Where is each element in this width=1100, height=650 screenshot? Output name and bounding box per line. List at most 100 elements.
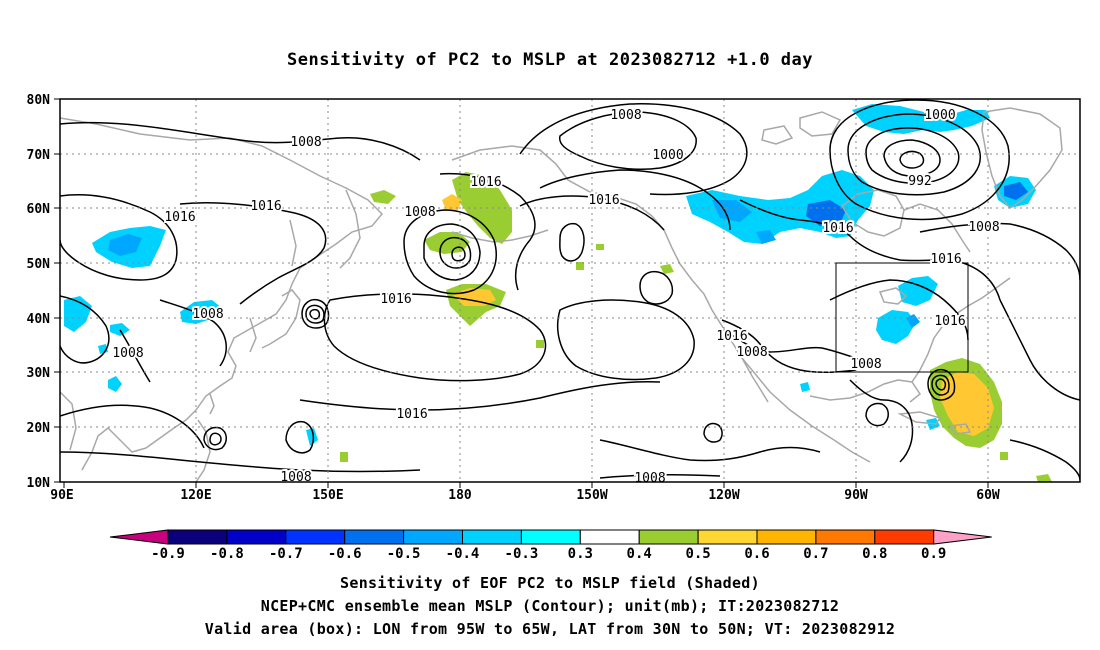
- neg-shade-scs: [108, 376, 122, 392]
- lat-label-30n: 30N: [27, 366, 51, 381]
- colorbar-swatch: [167, 529, 228, 545]
- coast-florida: [911, 337, 935, 383]
- colorbar-tick-label: 0.4: [627, 546, 652, 562]
- lon-label-90w: 90W: [844, 488, 868, 503]
- graticule: [60, 99, 1080, 482]
- isobar-1008-mexico: [723, 329, 881, 367]
- isobar-bering-low-mid: [423, 223, 481, 281]
- isobar-labels: 1008 1016 1016 1008 1016 1008 1000 1016 …: [110, 106, 1001, 488]
- pos-shade-misc4: [536, 340, 544, 348]
- colorbar-tick-label: -0.8: [210, 546, 244, 562]
- isobar-label: 1008: [192, 307, 223, 322]
- isobar-label: 1016: [934, 314, 965, 329]
- colorbar-tick-label: -0.6: [328, 546, 362, 562]
- isobar-label: 1008: [634, 471, 665, 486]
- isobar-label: 1016: [470, 175, 501, 190]
- isobar-wpac-1008: [60, 451, 421, 473]
- isobar-low-992-inner: [883, 139, 941, 177]
- coast-arctic-isles: [799, 111, 842, 137]
- colorbar-tick-label: 0.6: [744, 546, 769, 562]
- neg-shade-wpac: [306, 428, 318, 446]
- lat-label-20n: 20N: [27, 421, 51, 436]
- neg-shade-canada-core3: [756, 230, 776, 244]
- coast-china: [145, 409, 197, 449]
- isobar-bering-low-inner: [439, 236, 472, 269]
- neg-shade-canada-core2: [806, 200, 846, 226]
- neg-shade-greenland-core: [1004, 182, 1028, 200]
- colorbar-swatch: [462, 529, 522, 545]
- lat-label-50n: 50N: [27, 257, 51, 272]
- colorbar-tick-label: 0.9: [921, 546, 946, 562]
- neg-shade-china3: [110, 323, 130, 336]
- coast-east: [933, 277, 1011, 339]
- coast-india: [60, 391, 77, 451]
- colorbar-swatch: [285, 529, 346, 545]
- isobar-npac-1016-west: [323, 293, 547, 382]
- pos-shade-misc5: [340, 452, 348, 462]
- lon-label-60w: 60W: [976, 488, 1000, 503]
- lat-label-80n: 80N: [27, 93, 51, 108]
- isobar-asia-1008: [60, 295, 110, 364]
- isobar-label: 1016: [250, 199, 281, 214]
- neg-shade-canada: [686, 170, 874, 244]
- coast-kamchatka: [339, 189, 361, 269]
- isobar-low-outer2: [829, 99, 1010, 221]
- lon-label-120w: 120W: [708, 488, 739, 503]
- isobar-npac-1016-south: [299, 380, 661, 411]
- colorbar-tick-label: -0.9: [151, 546, 185, 562]
- isobar-siberia-1016: [60, 194, 178, 281]
- isobar-bering-low-core: [451, 246, 466, 262]
- isobar-siberia-1008: [179, 201, 327, 305]
- isobar-npac-ridge: [519, 195, 665, 231]
- map-title: Sensitivity of PC2 to MSLP at 2023082712…: [286, 50, 813, 70]
- sensitivity-shading: [64, 104, 1052, 482]
- neg-shade-canada-core1: [712, 200, 752, 222]
- coast-baja: [741, 357, 769, 403]
- neg-shade-greatlakes: [898, 276, 938, 306]
- coast-greatlakes: [878, 287, 908, 305]
- isobar-arctic-1000: [558, 111, 697, 170]
- coast-arctic-isles2: [761, 125, 794, 145]
- isobar-label: 1016: [164, 210, 195, 225]
- isobar-label: 1008: [404, 205, 435, 220]
- pos-shade-bering2: [370, 190, 396, 204]
- lat-label-40n: 40N: [27, 312, 51, 327]
- map-frame: [59, 98, 1081, 483]
- isobar-label: 1016: [380, 292, 411, 307]
- isobar-atlantic: [999, 299, 1080, 401]
- isobar-wpac-low: [285, 420, 315, 454]
- pos-shade-atlantic-core: [940, 372, 994, 436]
- coast-indochina: [81, 426, 147, 471]
- isobar-label: 1008: [736, 345, 767, 360]
- colorbar-swatch: [579, 529, 640, 545]
- lat-labels: 80N 70N 60N 50N 40N 30N 20N 10N: [27, 93, 51, 491]
- lon-label-150w: 150W: [576, 488, 607, 503]
- isobar-label: 1016: [716, 329, 747, 344]
- lon-label-150e: 150E: [312, 488, 343, 503]
- isobar-carib-low: [865, 402, 889, 427]
- colorbar-swatch: [403, 529, 464, 545]
- isobar-1016-bering: [439, 172, 536, 291]
- isobar-asia-1008b: [159, 299, 227, 367]
- coast-asia-east: [60, 117, 384, 411]
- coast-cuba: [897, 411, 942, 425]
- isobar-label: 1016: [588, 193, 619, 208]
- colorbar-swatch: [226, 529, 287, 545]
- coast-hudson: [840, 189, 905, 237]
- coast-korea: [249, 317, 257, 353]
- colorbar-swatch: [756, 529, 817, 545]
- isobar-npac-high-core: [639, 270, 674, 305]
- coast-mexico: [751, 369, 871, 463]
- isobar-label: 1016: [822, 221, 853, 236]
- lat-label-70n: 70N: [27, 148, 51, 163]
- neg-shade-arctic: [852, 104, 990, 134]
- pos-shade-misc2: [596, 244, 604, 250]
- colorbar-swatch: [874, 529, 935, 545]
- axis-ticks: [54, 98, 989, 488]
- neg-shade-asia-core: [108, 234, 142, 256]
- colorbar-tick-label: 0.5: [685, 546, 710, 562]
- coast-taiwan: [209, 393, 215, 415]
- isobar-npac-low: [559, 222, 585, 262]
- isobar-cyclone-sc-inner: [209, 432, 222, 446]
